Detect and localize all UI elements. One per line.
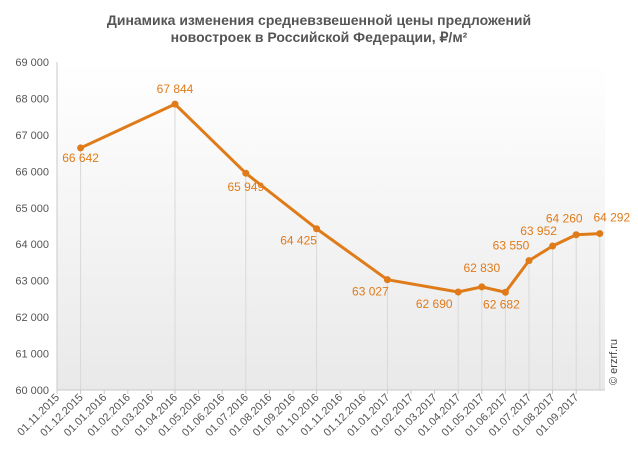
data-label: 63 027 [352,285,389,299]
y-tick-label: 65 000 [15,203,49,215]
chart-title-line-2: новостроек в Российской Федерации, ₽/м² [170,29,468,45]
y-tick-label: 61 000 [15,349,49,361]
y-tick-label: 63 000 [15,276,49,288]
y-tick-label: 69 000 [15,57,49,69]
y-tick-label: 62 000 [15,312,49,324]
data-label: 63 952 [520,224,557,238]
data-point [572,231,580,239]
data-label: 62 690 [416,297,453,311]
data-point [171,100,179,108]
data-label: 64 260 [546,212,583,226]
data-point [242,169,250,177]
data-point [478,283,486,291]
chart-title: Динамика изменения средневзвешенной цены… [0,12,638,46]
chart-title-line-1: Динамика изменения средневзвешенной цены… [106,12,532,28]
data-point [313,225,321,233]
data-label: 64 425 [280,234,317,248]
data-point [383,276,391,284]
data-label: 65 949 [227,180,264,194]
y-tick-label: 67 000 [15,130,49,142]
data-point [596,230,604,238]
data-point [454,288,462,296]
data-label: 67 844 [157,82,194,96]
y-tick-label: 68 000 [15,93,49,105]
data-label: 63 550 [493,239,530,253]
data-point [525,257,533,265]
watermark: © erzrf.ru [608,339,620,385]
y-tick-label: 64 000 [15,239,49,251]
data-label: 66 642 [62,151,99,165]
series-line [79,102,602,294]
data-point [501,288,509,296]
data-label: 62 682 [483,297,520,311]
data-label: 64 292 [593,211,630,225]
y-tick-label: 66 000 [15,166,49,178]
data-point [549,242,557,250]
data-label: 62 830 [463,261,500,275]
y-tick-label: 60 000 [15,385,49,397]
data-point [77,144,85,152]
